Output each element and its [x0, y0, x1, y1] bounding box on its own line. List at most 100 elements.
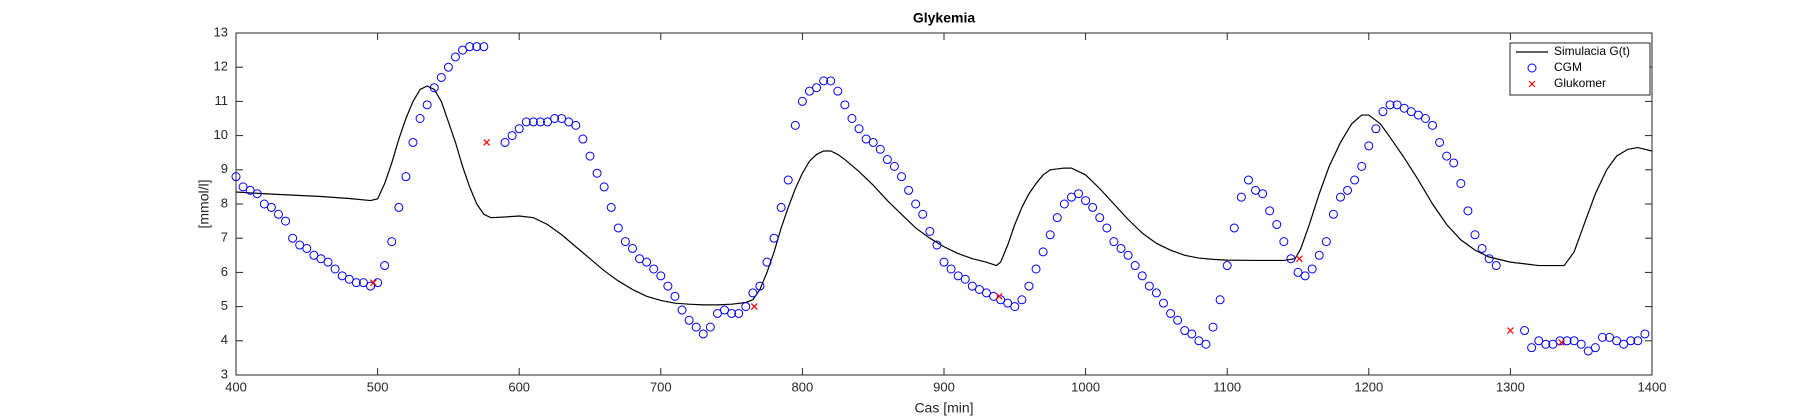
- marker-circle: [1059, 199, 1069, 209]
- marker-circle: [281, 216, 291, 226]
- marker-circle: [1463, 206, 1473, 216]
- series: [369, 139, 1565, 346]
- marker-circle: [1612, 336, 1622, 346]
- marker-circle: [904, 185, 914, 195]
- marker-circle: [620, 237, 630, 247]
- marker-circle: [974, 285, 984, 294]
- marker-circle: [981, 288, 991, 298]
- marker-cross: [995, 292, 1003, 300]
- marker-circle: [1265, 206, 1275, 216]
- marker-circle: [960, 274, 970, 284]
- y-tick-label: 7: [221, 230, 228, 245]
- x-tick-label: 1200: [1354, 379, 1383, 394]
- legend-label: CGM: [1554, 60, 1582, 74]
- marker-circle: [670, 291, 680, 301]
- marker-circle: [535, 117, 545, 127]
- marker-circle: [705, 322, 715, 332]
- marker-circle: [769, 233, 779, 243]
- marker-circle: [1477, 243, 1487, 253]
- marker-circle: [1293, 267, 1303, 277]
- marker-circle: [1364, 141, 1374, 151]
- plot-area: [235, 32, 1653, 376]
- marker-circle: [1392, 100, 1402, 110]
- marker-circle: [1194, 336, 1204, 346]
- marker-circle: [1229, 223, 1239, 233]
- marker-circle: [635, 254, 645, 264]
- marker-circle: [1583, 346, 1593, 356]
- line: [235, 85, 1653, 306]
- marker-circle: [875, 144, 885, 154]
- x-tick-label: 1000: [1071, 379, 1100, 394]
- marker-circle: [868, 137, 878, 147]
- marker-circle: [804, 86, 814, 96]
- marker-circle: [939, 257, 949, 267]
- marker-cross: [483, 139, 491, 146]
- marker-circle: [1208, 322, 1218, 332]
- marker-circle: [330, 264, 340, 274]
- marker-circle: [1520, 326, 1530, 336]
- marker-circle: [677, 305, 687, 315]
- marker-circle: [422, 100, 432, 110]
- marker-circle: [1399, 103, 1409, 113]
- marker-circle: [1378, 107, 1388, 117]
- marker-circle: [776, 202, 786, 212]
- marker-circle: [1456, 178, 1466, 188]
- marker-circle: [550, 114, 560, 123]
- marker-circle: [847, 114, 857, 123]
- marker-circle: [1428, 120, 1438, 130]
- marker-circle: [1534, 336, 1544, 346]
- marker-circle: [1024, 281, 1034, 291]
- marker-circle: [1548, 339, 1558, 349]
- marker-circle: [1619, 339, 1629, 349]
- y-tick-label: 8: [221, 195, 228, 210]
- marker-circle: [337, 271, 347, 281]
- marker-circle: [1484, 254, 1494, 264]
- marker-circle: [564, 117, 574, 127]
- marker-circle: [1045, 230, 1055, 240]
- marker-circle: [712, 308, 722, 318]
- marker-circle: [1180, 326, 1190, 336]
- series: [235, 85, 1653, 306]
- marker-circle: [302, 243, 312, 253]
- marker-circle: [684, 315, 694, 325]
- marker-cross: [1557, 339, 1565, 346]
- marker-circle: [1258, 189, 1268, 199]
- marker-circle: [1328, 209, 1338, 219]
- marker-cross: [369, 279, 377, 287]
- marker-circle: [1420, 114, 1430, 123]
- marker-circle: [656, 271, 666, 281]
- marker-cross: [750, 303, 758, 311]
- marker-circle: [1095, 213, 1105, 223]
- marker-circle: [1449, 158, 1459, 168]
- chart-title: Glykemia: [913, 10, 975, 26]
- marker-circle: [1173, 315, 1183, 325]
- marker-circle: [1130, 261, 1140, 271]
- marker-circle: [1300, 271, 1310, 281]
- marker-circle: [1088, 202, 1098, 212]
- legend-marker: [1527, 63, 1537, 73]
- marker-circle: [479, 42, 489, 52]
- marker-circle: [882, 155, 892, 165]
- y-tick-label: 3: [221, 366, 228, 381]
- marker-circle: [897, 172, 907, 182]
- marker-circle: [1201, 339, 1211, 349]
- marker-circle: [967, 281, 977, 291]
- marker-circle: [528, 117, 538, 127]
- marker-circle: [323, 257, 333, 267]
- marker-circle: [465, 42, 475, 52]
- marker-circle: [1074, 189, 1084, 199]
- marker-circle: [578, 134, 588, 144]
- marker-circle: [259, 199, 269, 209]
- marker-circle: [380, 261, 390, 271]
- x-tick-label: 1300: [1496, 379, 1525, 394]
- marker-circle: [1385, 100, 1395, 110]
- marker-circle: [436, 72, 446, 82]
- marker-circle: [840, 100, 850, 110]
- marker-circle: [1640, 329, 1650, 339]
- marker-circle: [231, 172, 241, 182]
- marker-circle: [266, 202, 276, 212]
- marker-circle: [1626, 336, 1636, 346]
- marker-circle: [1038, 247, 1048, 257]
- marker-circle: [295, 240, 305, 250]
- marker-circle: [514, 124, 524, 134]
